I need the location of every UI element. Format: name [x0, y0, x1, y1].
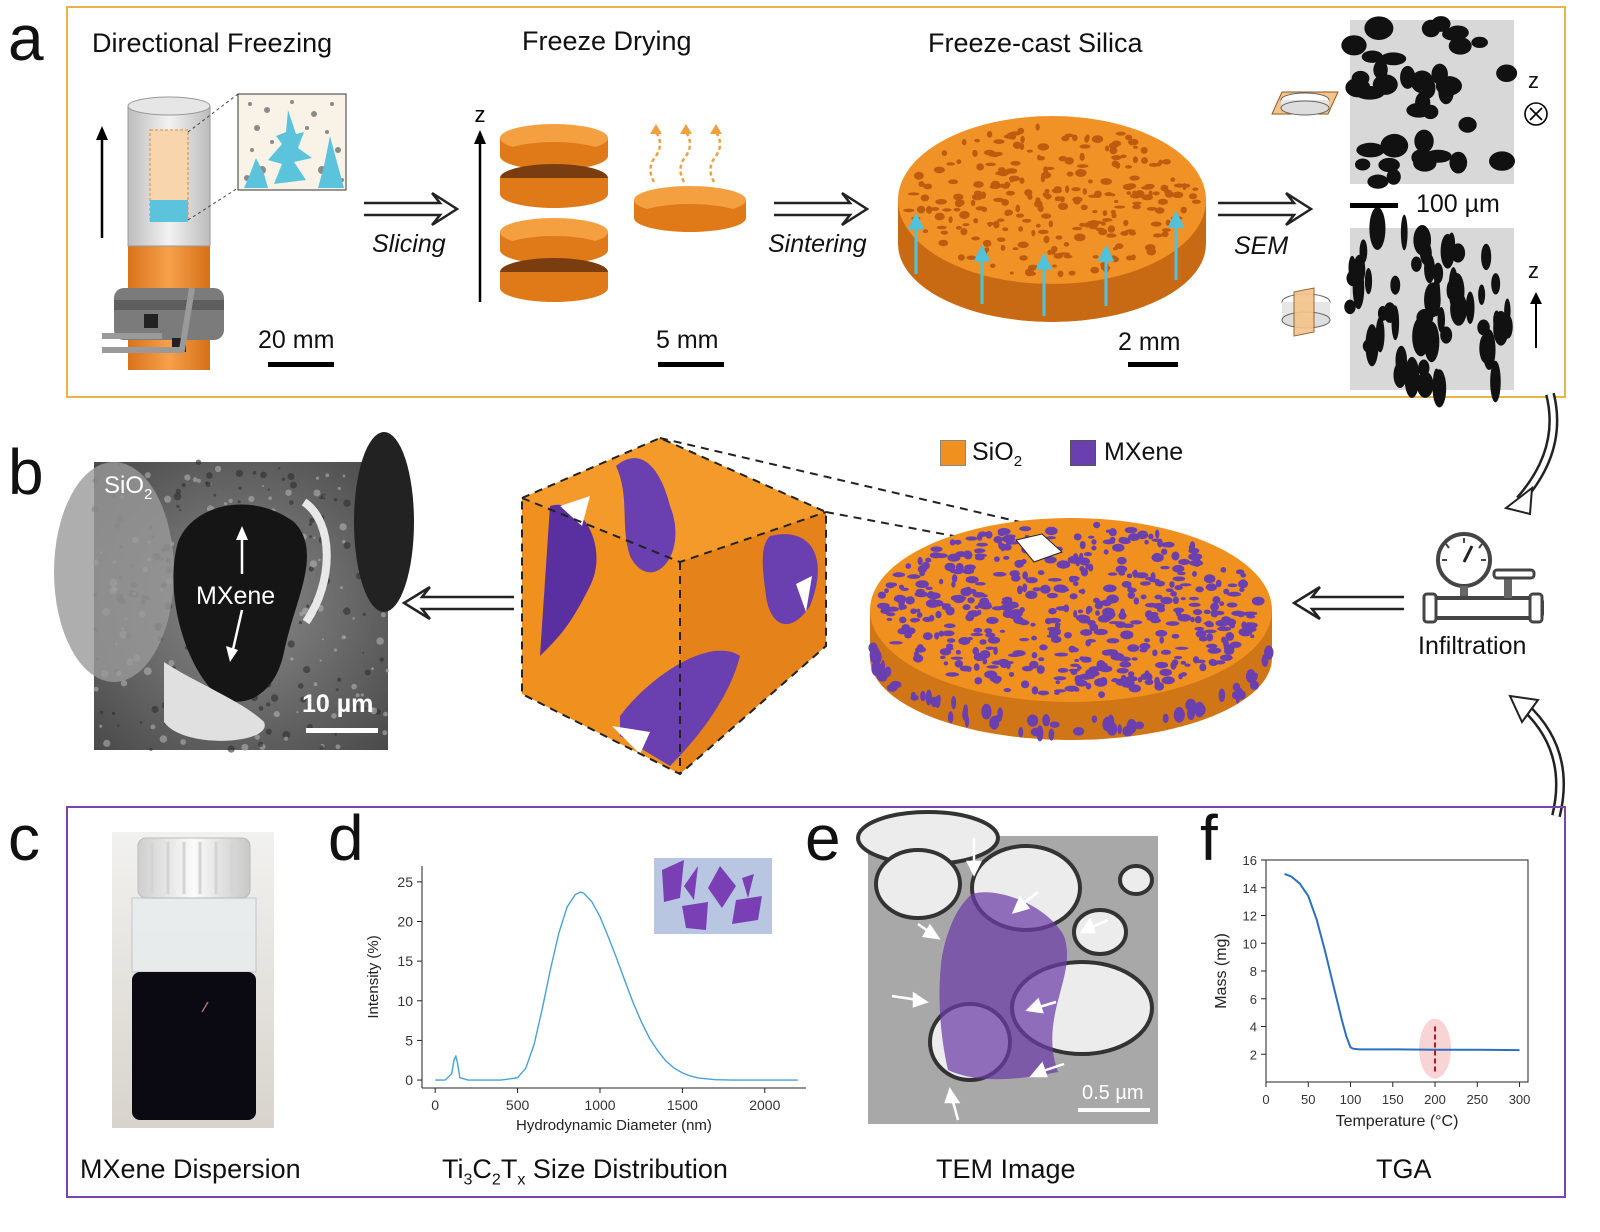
legend-label-sio2: SiO2	[972, 438, 1023, 470]
caption-f: TGA	[1376, 1154, 1432, 1184]
flake-inset	[654, 858, 772, 934]
tem-image	[856, 810, 1158, 1124]
arrow-slicing	[364, 191, 460, 227]
chart-tga-ytick-label: 2	[1250, 1047, 1257, 1062]
title-directional-freezing: Directional Freezing	[92, 28, 333, 58]
scale-2mm: 2 mm	[1118, 328, 1181, 356]
scale-100um: 100 µm	[1416, 190, 1500, 218]
scale-20mm: 20 mm	[258, 326, 335, 354]
step-slicing: Slicing	[372, 230, 446, 258]
infiltration-label: Infiltration	[1418, 632, 1527, 660]
chart-size-distribution-ytick-label: 15	[397, 953, 413, 969]
chart-size-distribution-ytick-label: 25	[397, 874, 413, 890]
arrow-infiltration-to-disc	[1291, 585, 1404, 621]
chart-tga-xtick-label: 200	[1424, 1092, 1446, 1107]
sem-image-longitudinal	[1344, 206, 1514, 408]
chart-tga-xtick-label: 100	[1340, 1092, 1362, 1107]
arrow-cube-to-sem	[401, 585, 514, 621]
chart-tga-ytick-label: 6	[1250, 992, 1257, 1007]
chart-tga: 0 50 100 150 200 250 300 2 4 6 8 10 12 14 16 Temperatur…	[1213, 853, 1531, 1130]
chart-size-distribution-xtick-label: 0	[431, 1097, 439, 1113]
curved-arrow-from-c	[1508, 694, 1565, 818]
legend-swatch-sio2	[940, 440, 966, 466]
infiltration-gauge-icon	[1422, 532, 1544, 624]
tem-scale-label: 0.5 µm	[1082, 1082, 1144, 1104]
caption-c: MXene Dispersion	[80, 1154, 301, 1184]
chart-tga-xlabel: Temperature (°C)	[1336, 1113, 1459, 1130]
panel-label-b: b	[8, 436, 44, 508]
panel-label-c: c	[8, 802, 40, 874]
z-axis-label-freeze: z	[475, 102, 486, 127]
title-freeze-cast-silica: Freeze-cast Silica	[928, 28, 1143, 58]
sem-icon-top-view	[1271, 91, 1339, 116]
z-up-arrow	[1530, 292, 1542, 348]
step-sem: SEM	[1234, 232, 1289, 260]
panel-label-f: f	[1200, 802, 1218, 874]
sem-scale-10um: 10 µm	[302, 690, 374, 718]
caption-e: TEM Image	[936, 1154, 1076, 1184]
panel-a-frame	[66, 6, 1566, 398]
chart-size-distribution-ytick-label: 0	[405, 1072, 413, 1088]
z-into-page-icon	[1524, 102, 1548, 126]
sem-image-transverse	[1341, 16, 1518, 189]
chart-size-distribution-ytick-label: 10	[397, 993, 413, 1009]
chart-size-distribution-ytick-label: 20	[397, 914, 413, 930]
panel-label-a: a	[8, 2, 44, 74]
chart-size-distribution-xlabel: Hydrodynamic Diameter (nm)	[516, 1117, 712, 1134]
chart-size-distribution: 0 500 1000 1500 2000 0 5 10 15 20 25 Hydrodynamic D…	[365, 866, 806, 1134]
chart-size-distribution-xtick-label: 1000	[584, 1097, 615, 1113]
title-freeze-drying: Freeze Drying	[522, 26, 692, 56]
infiltrated-disc	[868, 518, 1274, 742]
arrow-sem	[1218, 191, 1314, 227]
step-sintering: Sintering	[768, 230, 867, 258]
cube-3d-reconstruction	[521, 436, 1061, 776]
chart-size-distribution-xtick-label: 1500	[667, 1097, 698, 1113]
freeze-cast-silica-disc	[898, 116, 1206, 322]
chart-tga-xtick-label: 0	[1262, 1092, 1269, 1107]
chart-tga-ytick-label: 14	[1243, 881, 1257, 896]
z-axis-label-transverse: z	[1528, 68, 1539, 93]
chart-tga-xtick-label: 50	[1301, 1092, 1315, 1107]
chart-tga-series-line	[1284, 872, 1520, 1052]
chart-tga-ytick-label: 12	[1243, 909, 1257, 924]
chart-size-distribution-ytick-label: 5	[405, 1032, 413, 1048]
legend-swatch-mxene	[1070, 440, 1096, 466]
chart-tga-ytick-label: 4	[1250, 1020, 1257, 1035]
panel-label-d: d	[328, 802, 364, 874]
tem-scale-bar	[1078, 1108, 1150, 1112]
chart-size-distribution-series-line	[435, 891, 798, 1081]
chart-size-distribution-xtick-label: 500	[506, 1097, 530, 1113]
chart-tga-ytick-label: 16	[1243, 853, 1257, 868]
scale-bar-2mm	[1128, 362, 1178, 367]
z-axis-label-longitudinal: z	[1528, 258, 1539, 283]
chart-tga-xtick-label: 300	[1509, 1092, 1531, 1107]
scale-bar-20mm	[268, 362, 334, 367]
legend-label-mxene: MXene	[1104, 438, 1184, 466]
caption-d: Ti3C2Tx Size Distribution	[442, 1154, 728, 1189]
sem-icon-side-view	[1281, 287, 1331, 337]
panel-cf-frame	[66, 806, 1566, 1198]
freeze-drying-illustration: z	[474, 102, 746, 302]
chart-tga-ytick-label: 8	[1250, 964, 1257, 979]
scale-5mm: 5 mm	[656, 326, 719, 354]
sem-label-sio2: SiO2	[104, 472, 153, 503]
chart-size-distribution-ylabel: Intensity (%)	[365, 935, 382, 1018]
scale-bar-100um	[1350, 203, 1398, 208]
chart-tga-xtick-label: 150	[1382, 1092, 1404, 1107]
chart-tga-ylabel: Mass (mg)	[1213, 933, 1230, 1009]
sem-scale-bar	[306, 728, 378, 733]
mxene-vial-photo	[112, 832, 274, 1128]
chart-tga-highlight	[1419, 1018, 1452, 1079]
panel-label-e: e	[805, 802, 841, 874]
chart-tga-xtick-label: 250	[1466, 1092, 1488, 1107]
chart-size-distribution-xtick-label: 2000	[749, 1097, 780, 1113]
curved-arrow-from-a	[1503, 392, 1559, 516]
arrow-sintering	[774, 191, 870, 227]
chart-tga-ytick-label: 10	[1243, 936, 1257, 951]
scale-bar-5mm	[658, 362, 724, 367]
directional-freezing-illustration	[96, 93, 347, 370]
sem-label-mxene: MXene	[196, 582, 276, 610]
sem-image-infiltrated	[54, 432, 414, 753]
